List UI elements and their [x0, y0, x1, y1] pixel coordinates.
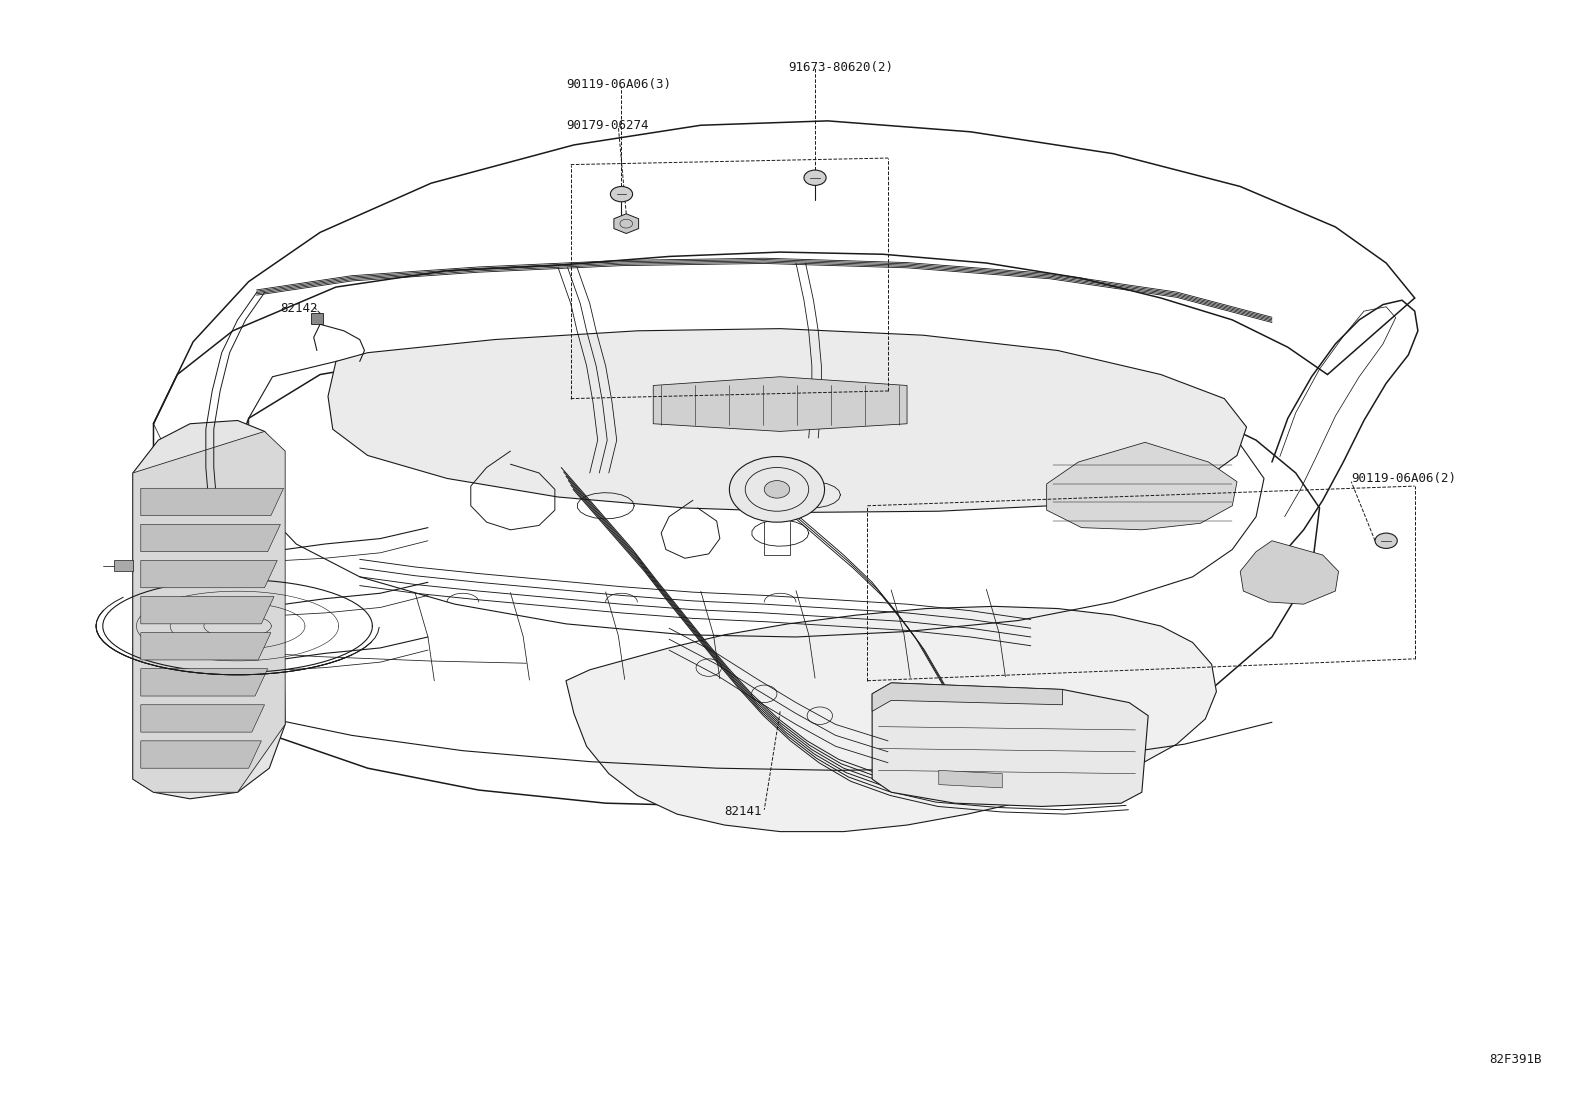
Polygon shape [1240, 541, 1339, 604]
Polygon shape [140, 668, 267, 696]
Text: 91673-80620(2): 91673-80620(2) [788, 60, 893, 74]
Polygon shape [140, 741, 261, 768]
Text: 82142: 82142 [280, 302, 318, 315]
Polygon shape [140, 560, 277, 588]
Circle shape [804, 170, 826, 186]
Polygon shape [140, 704, 264, 732]
Circle shape [729, 456, 825, 522]
Polygon shape [1046, 442, 1237, 530]
Polygon shape [140, 524, 280, 552]
Polygon shape [132, 421, 285, 799]
Polygon shape [115, 560, 132, 571]
Polygon shape [615, 214, 638, 233]
Polygon shape [567, 607, 1216, 832]
Text: 90119-06A06(2): 90119-06A06(2) [1352, 471, 1457, 485]
Polygon shape [140, 597, 274, 624]
Polygon shape [939, 770, 1003, 788]
Circle shape [1375, 533, 1398, 548]
Text: 90179-06274: 90179-06274 [567, 119, 648, 132]
Text: 90119-06A06(3): 90119-06A06(3) [567, 78, 670, 91]
Polygon shape [872, 682, 1062, 711]
Text: 82F391B: 82F391B [1489, 1053, 1541, 1066]
Circle shape [764, 480, 790, 498]
Polygon shape [328, 329, 1247, 512]
Polygon shape [653, 377, 907, 432]
Polygon shape [872, 682, 1148, 807]
Text: 82141: 82141 [724, 806, 763, 819]
Polygon shape [140, 488, 283, 515]
Polygon shape [140, 633, 271, 659]
Polygon shape [310, 313, 323, 324]
Circle shape [610, 187, 632, 202]
Polygon shape [132, 432, 285, 792]
